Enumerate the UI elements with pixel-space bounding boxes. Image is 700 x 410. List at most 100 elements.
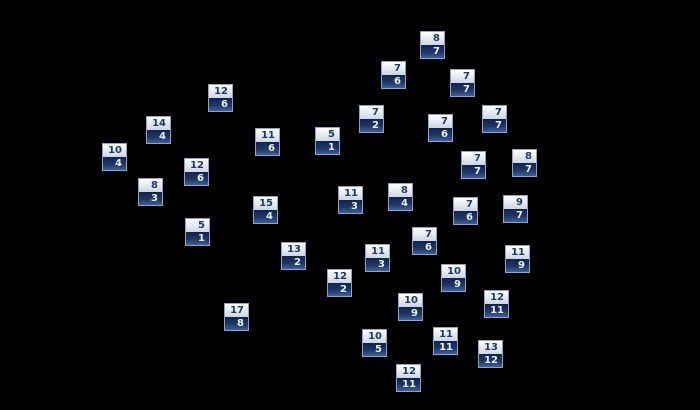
node-bottom-value: 1 bbox=[186, 232, 209, 245]
node-bottom-value: 4 bbox=[254, 210, 277, 223]
node-top-value: 7 bbox=[413, 228, 436, 241]
node-bottom-value: 6 bbox=[382, 75, 405, 88]
tree-node: 10 5 bbox=[362, 329, 387, 357]
tree-node: 13 2 bbox=[281, 242, 306, 270]
node-top-value: 13 bbox=[479, 341, 502, 354]
node-bottom-value: 6 bbox=[256, 142, 279, 155]
node-top-value: 10 bbox=[103, 144, 126, 157]
node-bottom-value: 4 bbox=[389, 197, 412, 210]
node-top-value: 11 bbox=[366, 245, 389, 258]
node-bottom-value: 11 bbox=[485, 304, 508, 317]
node-bottom-value: 9 bbox=[506, 259, 529, 272]
node-bottom-value: 7 bbox=[421, 45, 444, 58]
node-bottom-value: 1 bbox=[316, 141, 339, 154]
node-bottom-value: 4 bbox=[147, 130, 170, 143]
tree-node: 7 6 bbox=[428, 114, 453, 142]
node-bottom-value: 3 bbox=[339, 200, 362, 213]
tree-node: 5 1 bbox=[315, 127, 340, 155]
tree-node: 7 7 bbox=[482, 105, 507, 133]
tree-node: 11 3 bbox=[338, 186, 363, 214]
node-bottom-value: 4 bbox=[103, 157, 126, 170]
node-top-value: 7 bbox=[360, 106, 383, 119]
node-top-value: 11 bbox=[256, 129, 279, 142]
tree-node: 14 4 bbox=[146, 116, 171, 144]
node-top-value: 11 bbox=[434, 328, 457, 341]
tree-node: 12 6 bbox=[184, 158, 209, 186]
node-bottom-value: 2 bbox=[360, 119, 383, 132]
tree-node: 8 4 bbox=[388, 183, 413, 211]
node-top-value: 12 bbox=[397, 365, 420, 378]
node-top-value: 8 bbox=[139, 179, 162, 192]
node-top-value: 7 bbox=[429, 115, 452, 128]
node-bottom-value: 8 bbox=[225, 317, 248, 330]
node-top-value: 8 bbox=[389, 184, 412, 197]
node-top-value: 11 bbox=[506, 246, 529, 259]
node-top-value: 13 bbox=[282, 243, 305, 256]
tree-node: 11 11 bbox=[433, 327, 458, 355]
node-bottom-value: 12 bbox=[479, 354, 502, 367]
node-top-value: 10 bbox=[442, 265, 465, 278]
node-bottom-value: 6 bbox=[454, 211, 477, 224]
node-bottom-value: 2 bbox=[328, 283, 351, 296]
tree-node: 17 8 bbox=[224, 303, 249, 331]
tree-node: 7 2 bbox=[359, 105, 384, 133]
node-top-value: 9 bbox=[504, 196, 527, 209]
node-top-value: 7 bbox=[483, 106, 506, 119]
tree-node: 10 9 bbox=[398, 293, 423, 321]
node-bottom-value: 3 bbox=[366, 258, 389, 271]
tree-node: 11 9 bbox=[505, 245, 530, 273]
tree-node: 10 4 bbox=[102, 143, 127, 171]
node-bottom-value: 9 bbox=[442, 278, 465, 291]
tree-node: 13 12 bbox=[478, 340, 503, 368]
node-top-value: 7 bbox=[454, 198, 477, 211]
tree-node: 5 1 bbox=[185, 218, 210, 246]
node-top-value: 11 bbox=[339, 187, 362, 200]
tree-node: 11 3 bbox=[365, 244, 390, 272]
tree-node: 12 2 bbox=[327, 269, 352, 297]
node-bottom-value: 6 bbox=[429, 128, 452, 141]
node-bottom-value: 5 bbox=[363, 343, 386, 356]
tree-node: 7 6 bbox=[453, 197, 478, 225]
node-bottom-value: 7 bbox=[513, 163, 536, 176]
node-top-value: 15 bbox=[254, 197, 277, 210]
tree-node: 9 7 bbox=[503, 195, 528, 223]
node-top-value: 10 bbox=[399, 294, 422, 307]
node-top-value: 5 bbox=[316, 128, 339, 141]
node-top-value: 12 bbox=[209, 85, 232, 98]
tree-node: 8 3 bbox=[138, 178, 163, 206]
node-top-value: 7 bbox=[451, 70, 474, 83]
node-bottom-value: 7 bbox=[451, 83, 474, 96]
tree-node: 7 6 bbox=[412, 227, 437, 255]
node-bottom-value: 6 bbox=[185, 172, 208, 185]
node-top-value: 8 bbox=[513, 150, 536, 163]
tree-node: 7 7 bbox=[450, 69, 475, 97]
tree-node: 12 11 bbox=[396, 364, 421, 392]
node-top-value: 8 bbox=[421, 32, 444, 45]
node-bottom-value: 9 bbox=[399, 307, 422, 320]
node-bottom-value: 7 bbox=[483, 119, 506, 132]
tree-node: 12 6 bbox=[208, 84, 233, 112]
node-bottom-value: 6 bbox=[413, 241, 436, 254]
node-top-value: 5 bbox=[186, 219, 209, 232]
node-top-value: 17 bbox=[225, 304, 248, 317]
node-top-value: 10 bbox=[363, 330, 386, 343]
node-top-value: 12 bbox=[185, 159, 208, 172]
node-top-value: 7 bbox=[382, 62, 405, 75]
node-bottom-value: 6 bbox=[209, 98, 232, 111]
node-bottom-value: 7 bbox=[504, 209, 527, 222]
node-bottom-value: 2 bbox=[282, 256, 305, 269]
tree-node: 15 4 bbox=[253, 196, 278, 224]
node-top-value: 7 bbox=[462, 152, 485, 165]
tree-node: 7 7 bbox=[461, 151, 486, 179]
node-top-value: 12 bbox=[328, 270, 351, 283]
node-bottom-value: 7 bbox=[462, 165, 485, 178]
tree-node: 12 11 bbox=[484, 290, 509, 318]
tree-node: 10 9 bbox=[441, 264, 466, 292]
tree-node: 8 7 bbox=[420, 31, 445, 59]
tree-node: 8 7 bbox=[512, 149, 537, 177]
node-bottom-value: 3 bbox=[139, 192, 162, 205]
tree-node: 11 6 bbox=[255, 128, 280, 156]
node-bottom-value: 11 bbox=[397, 378, 420, 391]
node-top-value: 12 bbox=[485, 291, 508, 304]
